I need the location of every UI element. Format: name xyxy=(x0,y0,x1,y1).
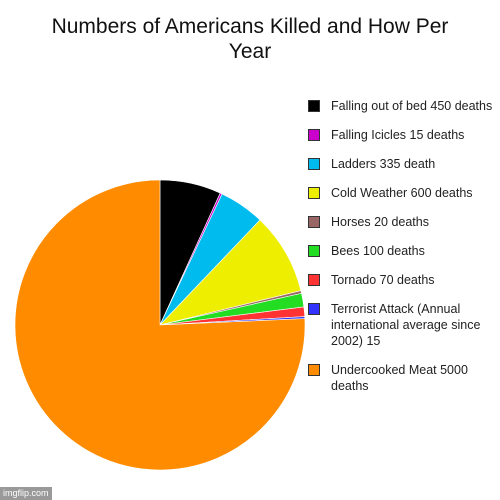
legend-label: Horses 20 deaths xyxy=(331,215,429,229)
chart-title-line-2: Year xyxy=(228,40,272,63)
legend-swatch xyxy=(308,216,320,228)
chart-title-line-1: Numbers of Americans Killed and How Per xyxy=(51,15,449,38)
legend-swatch xyxy=(308,303,320,315)
legend-label: Cold Weather 600 deaths xyxy=(331,186,473,200)
watermark: imgflip.com xyxy=(0,487,52,500)
legend-label: Tornado 70 deaths xyxy=(331,273,435,287)
legend-label: Bees 100 deaths xyxy=(331,244,425,258)
legend-swatch xyxy=(308,364,320,376)
legend-swatch xyxy=(308,129,320,141)
legend-swatch xyxy=(308,100,320,112)
legend-label: Falling out of bed 450 deaths xyxy=(331,99,493,113)
legend-swatch xyxy=(308,245,320,257)
pie-slice-8 xyxy=(14,179,306,471)
chart-title: Numbers of Americans Killed and How Per … xyxy=(0,14,500,64)
legend-swatch xyxy=(308,274,320,286)
legend-swatch xyxy=(308,158,320,170)
legend-label: Terrorist Attack (Annual international a… xyxy=(331,302,481,348)
legend-label: Undercooked Meat 5000 deaths xyxy=(331,363,468,393)
legend-label: Ladders 335 death xyxy=(331,157,436,171)
legend-label: Falling Icicles 15 deaths xyxy=(331,128,465,142)
legend-swatch xyxy=(308,187,320,199)
pie-slice-3 xyxy=(159,219,302,326)
